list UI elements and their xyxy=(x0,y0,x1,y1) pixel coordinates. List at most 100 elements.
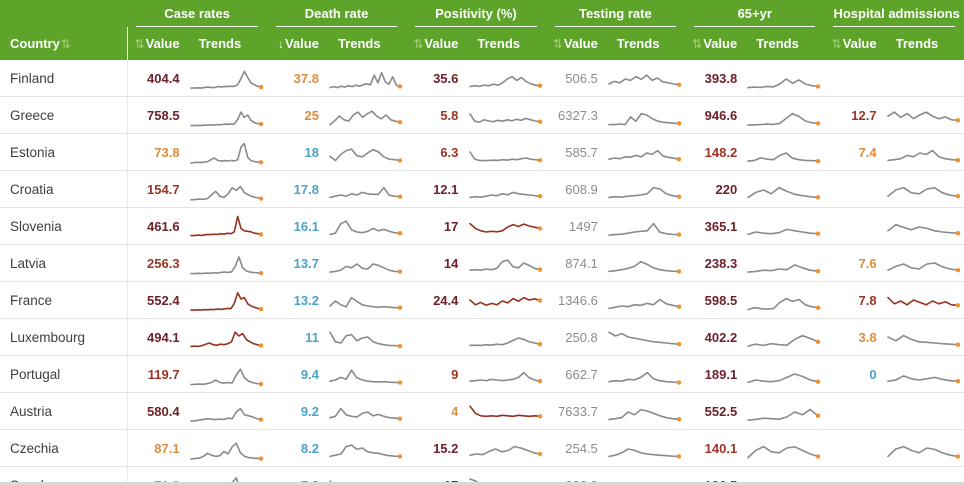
testing-value-sort-header[interactable]: ⇅ Value xyxy=(545,27,605,60)
testing-value-cell: 6327.3 xyxy=(545,96,605,134)
sparkline-latest-dot xyxy=(676,380,682,385)
age65-trend-cell xyxy=(744,429,825,467)
age65-trend-sparkline xyxy=(747,373,821,384)
testing-value: 608.9 xyxy=(565,181,598,197)
positivity-value-cell: 12.1 xyxy=(406,170,466,208)
testing-value: 1346.6 xyxy=(558,292,598,308)
sparkline-latest-dot xyxy=(258,343,263,348)
case-trend-sparkline xyxy=(189,111,263,127)
age65-trend-sparkline xyxy=(747,186,821,200)
case-value: 119.7 xyxy=(147,366,180,382)
positivity-trend-cell xyxy=(465,207,546,245)
country-cell: Finland xyxy=(0,60,128,97)
table-row: Sweden 71.9 7.3 17 208.3 136.5 xyxy=(0,466,964,485)
sparkline-latest-dot xyxy=(258,417,263,422)
table-row: Latvia 256.3 13.7 14 874.1 238.3 7.6 xyxy=(0,244,964,282)
death-value-cell: 18 xyxy=(266,133,326,171)
death-trends-header: Trends xyxy=(325,27,407,60)
table-row: Greece 758.5 25 5.8 6327.3 946.6 12.7 xyxy=(0,96,964,134)
sparkline-latest-dot xyxy=(397,120,403,125)
death-value-cell: 13.7 xyxy=(266,244,326,282)
trends-header-label: Trends xyxy=(616,36,660,51)
death-value: 9.2 xyxy=(300,403,319,419)
testing-value: 1497 xyxy=(568,218,598,234)
positivity-trend-sparkline xyxy=(468,445,542,457)
country-cell: Croatia xyxy=(0,170,128,208)
death-trend-cell xyxy=(325,244,407,282)
age65-value-cell: 189.1 xyxy=(685,355,745,393)
death-trend-cell xyxy=(325,318,407,356)
sort-both-icon: ⇅ xyxy=(60,37,71,51)
hospital-trend-sparkline xyxy=(886,262,960,273)
column-group-case: Case rates xyxy=(127,0,267,27)
case-trend-sparkline xyxy=(189,142,263,165)
sparkline-latest-dot xyxy=(676,194,682,199)
case-trend-sparkline xyxy=(189,368,263,387)
table-row: Slovenia 461.6 16.1 17 1497 365.1 xyxy=(0,207,964,245)
case-trend-sparkline xyxy=(189,70,263,90)
case-value-cell: 73.8 xyxy=(127,133,187,171)
testing-trend-sparkline xyxy=(608,298,682,310)
hospital-trend-cell xyxy=(883,207,964,245)
hospital-value-cell xyxy=(824,429,884,467)
country-cell: Estonia xyxy=(0,133,128,171)
hospital-trend-cell xyxy=(883,60,964,97)
sparkline-latest-dot xyxy=(955,268,960,273)
sparkline-latest-dot xyxy=(816,84,821,89)
death-value-sort-header[interactable]: ↓ Value xyxy=(266,27,326,60)
age65-value-cell: 220 xyxy=(685,170,745,208)
testing-trend-sparkline xyxy=(608,74,682,87)
sort-both-icon: ⇅ xyxy=(831,37,842,51)
positivity-trend-cell xyxy=(465,133,546,171)
age65-trend-sparkline xyxy=(747,297,821,311)
death-value: 25 xyxy=(304,107,319,123)
age65-trend-cell xyxy=(744,60,825,97)
sparkline-latest-dot xyxy=(676,454,682,459)
age65-value-sort-header[interactable]: ⇅ Value xyxy=(685,27,745,60)
case-trend-cell xyxy=(186,60,267,97)
death-value-cell: 7.3 xyxy=(266,466,326,485)
case-trend-cell xyxy=(186,170,267,208)
country-sort-header[interactable]: Country ⇅ xyxy=(0,27,128,60)
case-value: 580.4 xyxy=(147,403,180,419)
testing-value-cell: 585.7 xyxy=(545,133,605,171)
positivity-trend-cell xyxy=(465,244,546,282)
case-value: 758.5 xyxy=(147,107,180,123)
positivity-value-cell: 4 xyxy=(406,392,466,430)
age65-value: 393.8 xyxy=(704,70,738,86)
case-value-sort-header[interactable]: ⇅ Value xyxy=(127,27,187,60)
sparkline-latest-dot xyxy=(955,379,960,384)
hospital-trend-sparkline xyxy=(886,296,960,308)
case-value: 71.9 xyxy=(154,478,179,485)
death-trend-cell xyxy=(325,466,407,485)
trends-header-label: Trends xyxy=(337,36,381,51)
country-cell: Greece xyxy=(0,96,128,134)
positivity-value-cell: 6.3 xyxy=(406,133,466,171)
case-trends-header: Trends xyxy=(186,27,267,60)
sparkline-latest-dot xyxy=(397,158,403,163)
positivity-value-sort-header[interactable]: ⇅ Value xyxy=(406,27,466,60)
hospital-value-sort-header[interactable]: ⇅ Value xyxy=(824,27,884,60)
value-header-label: Value xyxy=(842,36,877,51)
hospital-trend-cell xyxy=(883,244,964,282)
death-trend-sparkline xyxy=(329,369,403,385)
table-row: Czechia 87.1 8.2 15.2 254.5 140.1 xyxy=(0,429,964,467)
sparkline-latest-dot xyxy=(258,84,263,90)
testing-trend-sparkline xyxy=(608,112,682,126)
hospital-value: 3.8 xyxy=(858,329,877,345)
case-trend-cell xyxy=(186,244,267,282)
hospital-trend-sparkline xyxy=(886,149,960,163)
testing-trend-cell xyxy=(604,207,686,245)
sparkline-latest-dot xyxy=(537,194,542,199)
sparkline-latest-dot xyxy=(955,231,960,236)
country-cell: Austria xyxy=(0,392,128,430)
sparkline-latest-dot xyxy=(537,119,542,124)
hospital-trend-sparkline xyxy=(886,186,960,199)
positivity-trend-cell xyxy=(465,170,546,208)
sparkline-latest-dot xyxy=(955,454,960,459)
sparkline-latest-dot xyxy=(676,342,682,347)
testing-value-cell: 208.3 xyxy=(545,466,605,485)
case-value-cell: 154.7 xyxy=(127,170,187,208)
sparkline-latest-dot xyxy=(816,231,821,236)
positivity-trend-cell xyxy=(465,96,546,134)
